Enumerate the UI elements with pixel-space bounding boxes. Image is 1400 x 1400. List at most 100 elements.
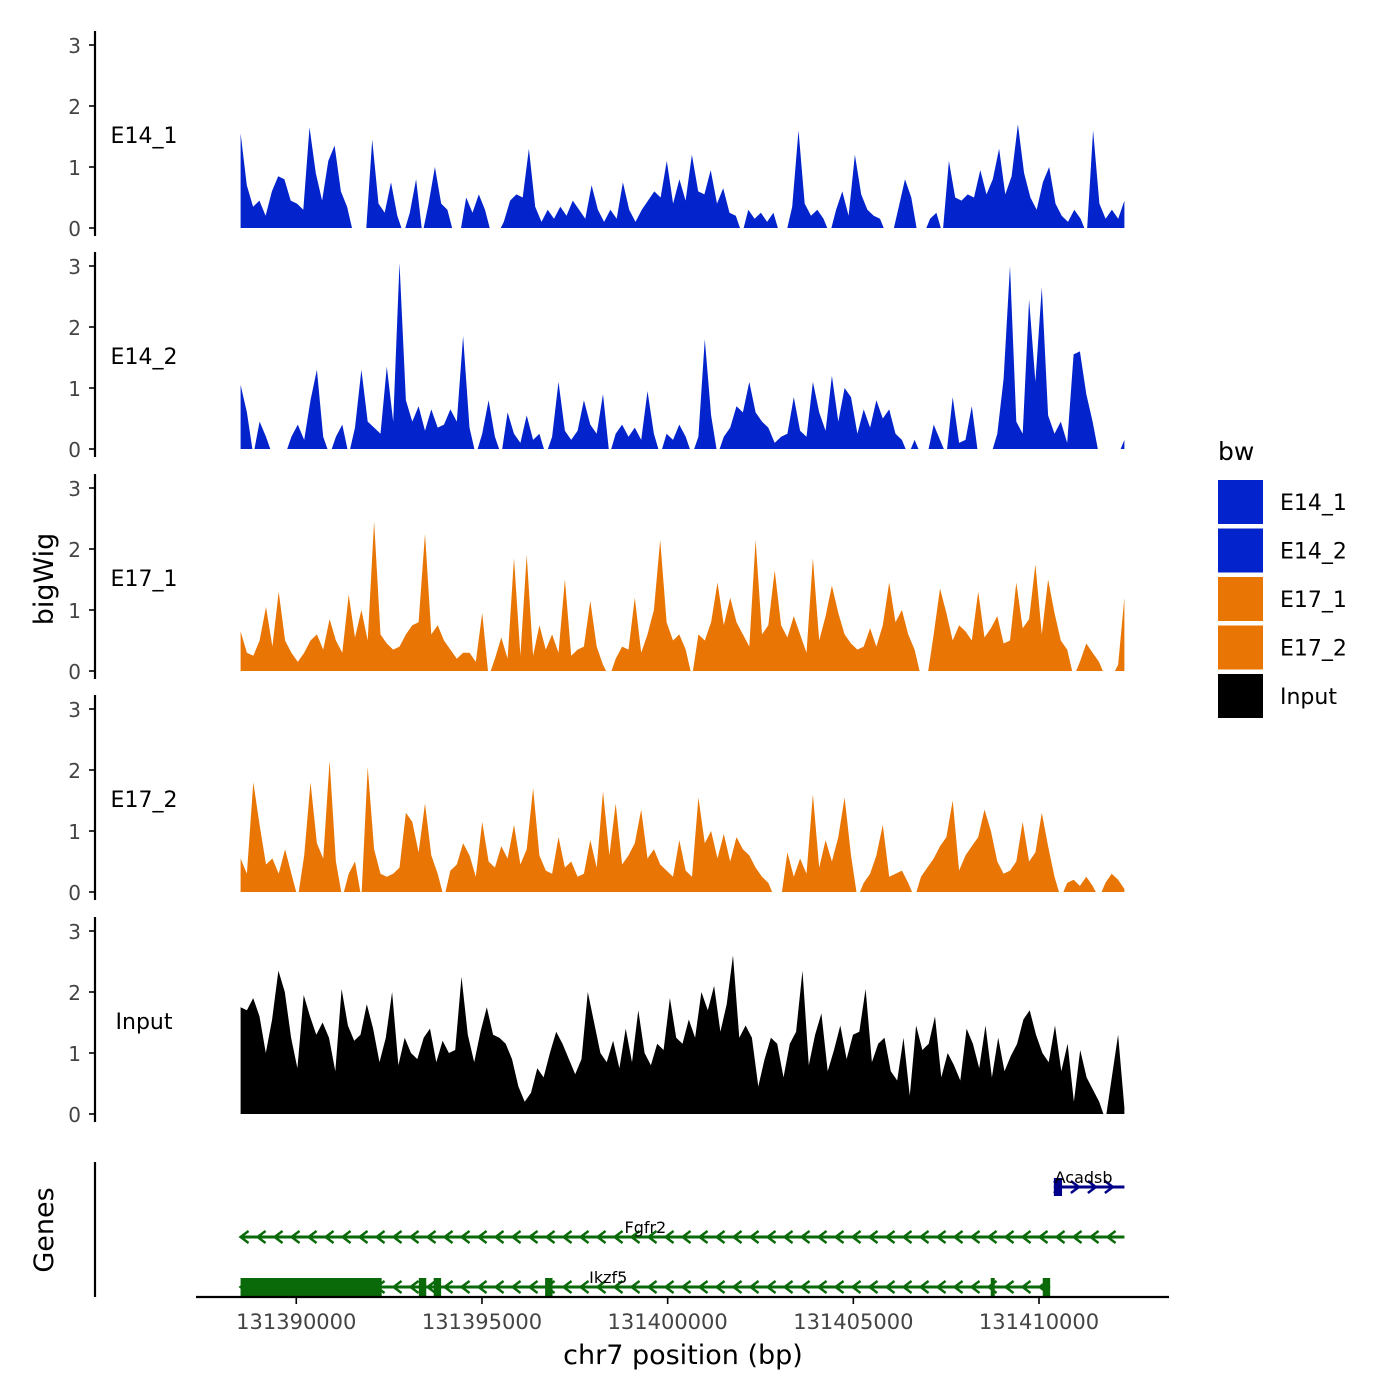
strand-chevron <box>935 1280 947 1294</box>
strand-chevron <box>748 1230 760 1244</box>
strand-chevron <box>340 1230 352 1244</box>
legend-label: E14_2 <box>1280 540 1347 565</box>
strand-chevron <box>408 1280 420 1294</box>
strand-chevron <box>425 1280 437 1294</box>
strand-chevron <box>561 1280 573 1294</box>
exon <box>1042 1278 1051 1296</box>
x-tick-label: 131405000 <box>793 1310 913 1334</box>
y-tick-label: 0 <box>68 1103 81 1127</box>
exon <box>433 1278 442 1296</box>
strand-chevron <box>391 1280 403 1294</box>
strand-chevron <box>544 1230 556 1244</box>
legend-label: E17_2 <box>1280 637 1347 662</box>
strand-chevron <box>578 1230 590 1244</box>
strand-chevron <box>408 1230 420 1244</box>
strand-chevron <box>918 1230 930 1244</box>
strand-chevron <box>255 1230 267 1244</box>
strand-chevron <box>799 1280 811 1294</box>
track-label: E17_1 <box>111 567 178 592</box>
strand-chevron <box>646 1230 658 1244</box>
strand-chevron <box>867 1230 879 1244</box>
track-label: E14_2 <box>111 345 178 370</box>
gene-ikzf5: Ikzf5 <box>238 1268 1051 1296</box>
track-label: E17_2 <box>111 788 178 813</box>
track-e17_2: 0 1 2 3 E17_2 <box>68 695 1125 905</box>
y-tick-label: 2 <box>68 95 81 119</box>
strand-chevron <box>323 1230 335 1244</box>
gene-fgfr2: Fgfr2 <box>238 1218 1125 1245</box>
x-tick-label: 131410000 <box>979 1310 1099 1334</box>
strand-chevron <box>901 1280 913 1294</box>
strand-chevron <box>833 1280 845 1294</box>
y-tick-label: 0 <box>68 660 81 684</box>
strand-chevron <box>1037 1230 1049 1244</box>
strand-chevron <box>1088 1230 1100 1244</box>
y-tick-label: 2 <box>68 759 81 783</box>
strand-chevron <box>986 1230 998 1244</box>
x-axis: 131390000 131395000 131400000 131405000 1314… <box>196 1295 1169 1334</box>
strand-chevron <box>1105 1230 1117 1244</box>
y-tick-label: 2 <box>68 538 81 562</box>
strand-chevron <box>697 1230 709 1244</box>
strand-chevron <box>374 1230 386 1244</box>
strand-chevron <box>527 1280 539 1294</box>
strand-chevron <box>578 1280 590 1294</box>
exon <box>240 1278 382 1296</box>
strand-chevron <box>1020 1279 1032 1295</box>
track-label: Input <box>116 1010 173 1035</box>
gene-label: Acadsb <box>1055 1168 1113 1187</box>
x-axis-title: chr7 position (bp) <box>563 1340 803 1371</box>
strand-chevron <box>459 1230 471 1244</box>
strand-chevron <box>595 1230 607 1244</box>
strand-chevron <box>306 1230 318 1244</box>
y-tick-label: 3 <box>68 698 81 722</box>
strand-chevron <box>527 1230 539 1244</box>
gene-label: Ikzf5 <box>589 1268 627 1287</box>
y-tick-label: 1 <box>68 820 81 844</box>
strand-chevron <box>680 1230 692 1244</box>
strand-chevron <box>442 1230 454 1244</box>
strand-chevron <box>867 1280 879 1294</box>
strand-chevron <box>493 1230 505 1244</box>
y-tick-label: 0 <box>68 881 81 905</box>
legend-label: Input <box>1280 685 1337 710</box>
strand-chevron <box>765 1280 777 1294</box>
strand-chevron <box>442 1280 454 1294</box>
y-tick-label: 1 <box>68 156 81 180</box>
y-tick-label: 1 <box>68 599 81 623</box>
exon <box>1056 1178 1063 1196</box>
strand-chevron <box>918 1280 930 1294</box>
exon <box>1053 1178 1058 1196</box>
y-tick-label: 3 <box>68 477 81 501</box>
strand-chevron <box>731 1280 743 1294</box>
bigwig-tracks: 0 1 2 3 E14_1 0 1 2 3 E14_2 0 1 2 3 E17_1 0 1 2 3 E17_2 0 1 2 3… <box>68 31 1125 1127</box>
y-tick-label: 3 <box>68 920 81 944</box>
strand-chevron <box>935 1230 947 1244</box>
strand-chevron <box>663 1230 675 1244</box>
genes-axis-title: Genes <box>29 1187 60 1272</box>
strand-chevron <box>493 1280 505 1294</box>
strand-chevron <box>1070 1180 1081 1194</box>
strand-chevron <box>969 1230 981 1244</box>
y-axis-title: bigWig <box>29 533 60 626</box>
strand-chevron <box>884 1280 896 1294</box>
strand-chevron <box>850 1280 862 1294</box>
y-tick-label: 2 <box>68 981 81 1005</box>
strand-chevron <box>391 1230 403 1244</box>
strand-chevron <box>833 1230 845 1244</box>
exon <box>418 1278 427 1296</box>
gene-label: Fgfr2 <box>624 1218 666 1237</box>
strand-chevron <box>459 1280 471 1294</box>
strand-chevron <box>731 1230 743 1244</box>
track-e14_1: 0 1 2 3 E14_1 <box>68 31 1125 241</box>
genes-panel: Acadsb Fgfr2 Ikzf5 <box>93 1162 1125 1297</box>
gene-acadsb: Acadsb <box>1053 1168 1125 1196</box>
strand-chevron <box>612 1230 624 1244</box>
legend-label: E17_1 <box>1280 588 1347 613</box>
strand-chevron <box>510 1280 522 1294</box>
y-tick-label: 0 <box>68 217 81 241</box>
strand-chevron <box>969 1280 981 1294</box>
strand-chevron <box>646 1280 658 1294</box>
legend-label: E14_1 <box>1280 491 1347 516</box>
